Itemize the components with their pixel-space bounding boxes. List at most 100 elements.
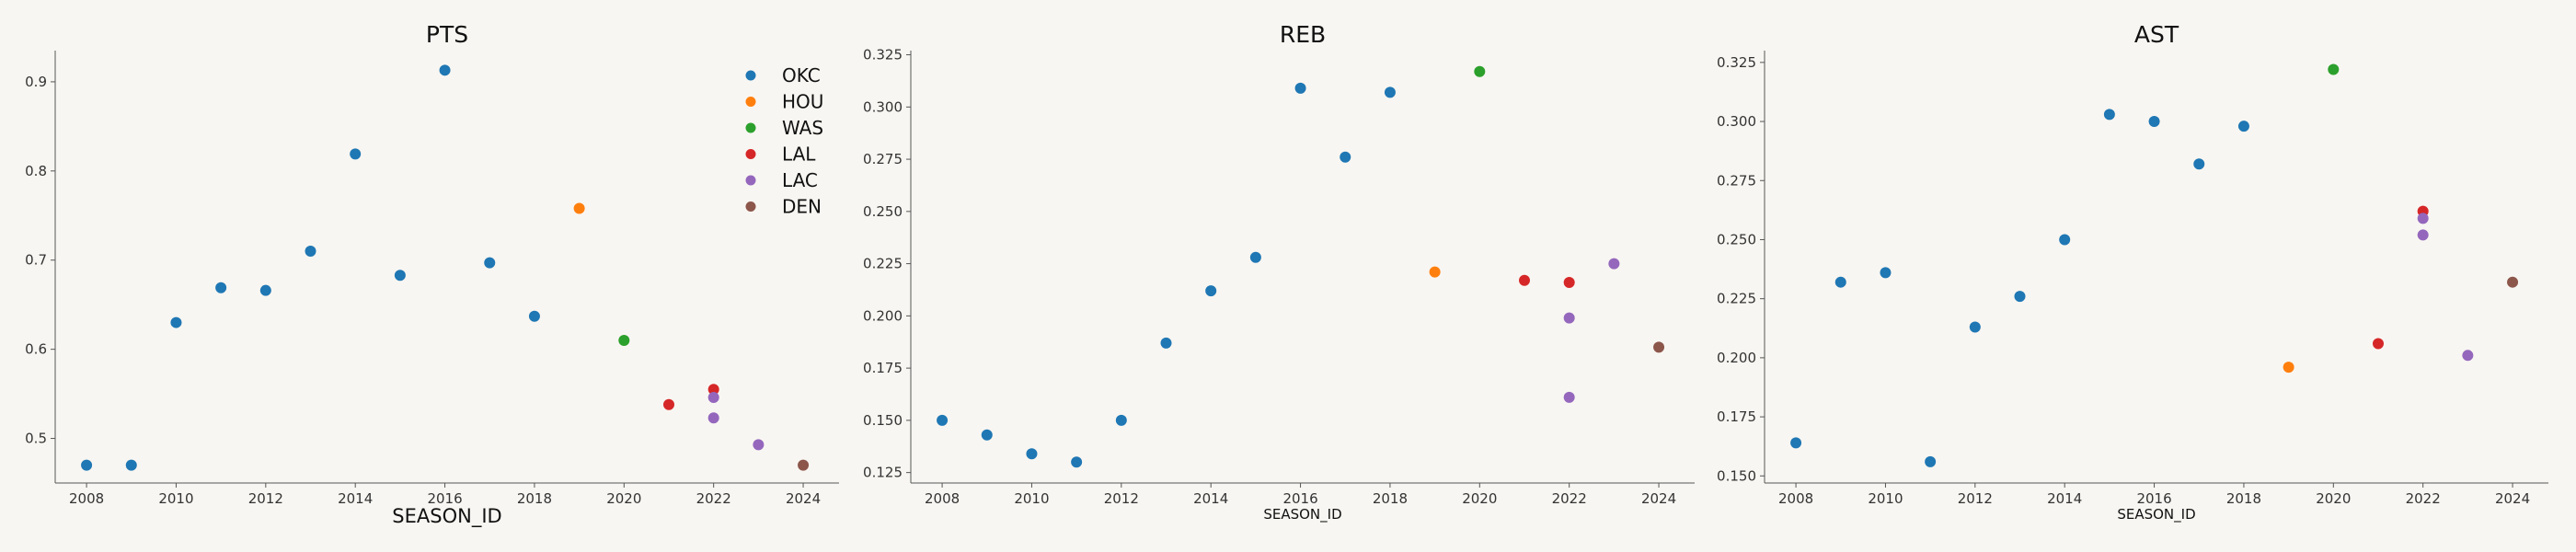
y-tick-label: 0.225 — [863, 256, 903, 272]
legend-label-lal: LAL — [782, 144, 816, 166]
x-tick-label: 2020 — [1462, 490, 1497, 507]
point-okc — [1925, 455, 1937, 467]
x-tick-label: 2024 — [2495, 490, 2530, 507]
point-hou — [2283, 362, 2294, 374]
y-tick-label: 0.175 — [863, 360, 903, 376]
point-okc — [2148, 116, 2160, 128]
chart-title: PTS — [426, 21, 468, 48]
chart-panel-pts: PTS 2008 2010 2012 2014 2016 2018 2020 2022 2024 0… — [25, 21, 839, 528]
point-okc — [81, 459, 93, 471]
point-hou — [1429, 266, 1441, 278]
point-den — [1653, 341, 1665, 353]
legend-label-was: WAS — [782, 117, 823, 139]
x-tick-label: 2016 — [2136, 490, 2171, 507]
x-axis-label: SEASON_ID — [2117, 506, 2195, 523]
point-lal — [2372, 338, 2384, 350]
point-okc — [937, 414, 949, 426]
point-okc — [1026, 448, 1038, 460]
y-tick-label: 0.325 — [863, 47, 903, 63]
point-lac — [707, 391, 719, 403]
point-okc — [1249, 251, 1261, 263]
point-okc — [439, 64, 451, 76]
x-tick-label: 2008 — [69, 490, 104, 507]
point-okc — [170, 316, 182, 328]
point-okc — [1294, 82, 1306, 94]
point-okc — [2014, 291, 2026, 303]
point-den — [2507, 276, 2519, 288]
legend: OKC HOU WAS LAL LAC DEN — [745, 64, 823, 218]
point-lac — [753, 439, 765, 451]
point-okc — [1071, 456, 1083, 468]
x-tick-label: 2012 — [248, 490, 283, 507]
x-tick-label: 2022 — [2406, 490, 2441, 507]
x-tick-label: 2018 — [1373, 490, 1408, 507]
point-okc — [1969, 321, 1981, 333]
point-okc — [259, 284, 271, 296]
x-tick-label: 2008 — [1778, 490, 1813, 507]
y-tick-label: 0.200 — [1717, 350, 1756, 366]
x-tick-label: 2014 — [338, 490, 373, 507]
x-tick-label: 2018 — [2226, 490, 2261, 507]
point-hou — [573, 202, 585, 214]
x-tick-label: 2018 — [517, 490, 552, 507]
x-tick-label: 2014 — [1193, 490, 1228, 507]
x-tick-label: 2016 — [1282, 490, 1317, 507]
point-was — [1474, 65, 1486, 77]
point-okc — [1880, 267, 1892, 279]
x-tick-label: 2020 — [2316, 490, 2351, 507]
x-tick-label: 2012 — [1958, 490, 1993, 507]
x-axis-label: SEASON_ID — [1263, 506, 1341, 523]
point-lal — [662, 398, 674, 410]
point-okc — [125, 459, 137, 471]
x-tick-label: 2010 — [1868, 490, 1903, 507]
x-tick-label: 2022 — [1552, 490, 1587, 507]
point-was — [2328, 63, 2340, 75]
point-lac — [1608, 258, 1620, 270]
point-okc — [2237, 121, 2249, 132]
point-okc — [2103, 109, 2115, 121]
x-tick-label: 2008 — [925, 490, 960, 507]
y-tick-label: 0.275 — [863, 151, 903, 167]
x-tick-label: 2024 — [1641, 490, 1676, 507]
x-tick-label: 2022 — [696, 490, 731, 507]
legend-label-hou: HOU — [782, 91, 823, 113]
point-okc — [528, 310, 540, 322]
point-okc — [1340, 151, 1351, 163]
y-tick-label: 0.225 — [1717, 291, 1756, 307]
y-tick-label: 0.5 — [25, 431, 47, 447]
chart-panel-reb: REB 2008 2010 2012 2014 2016 2018 2020 2022 2024 0… — [863, 21, 1695, 523]
point-okc — [484, 257, 496, 269]
x-tick-label: 2024 — [786, 490, 821, 507]
point-okc — [2059, 234, 2071, 246]
point-lac — [1563, 312, 1575, 324]
y-tick-label: 0.150 — [863, 412, 903, 429]
point-okc — [2193, 158, 2205, 170]
legend-marker-lal — [745, 149, 756, 159]
x-tick-label: 2014 — [2047, 490, 2082, 507]
x-tick-label: 2012 — [1104, 490, 1139, 507]
legend-marker-hou — [745, 97, 756, 107]
x-tick-label: 2016 — [427, 490, 462, 507]
point-lal — [707, 384, 719, 396]
point-lac — [2417, 229, 2429, 241]
point-okc — [350, 148, 362, 160]
point-lac — [1563, 391, 1575, 403]
y-tick-label: 0.300 — [863, 98, 903, 115]
legend-label-lac: LAC — [782, 169, 818, 191]
legend-label-okc: OKC — [782, 64, 821, 86]
point-okc — [1834, 276, 1846, 288]
point-okc — [305, 246, 316, 258]
y-tick-label: 0.250 — [863, 203, 903, 220]
y-tick-label: 0.200 — [863, 307, 903, 324]
chart-panel-ast: AST 2008 2010 2012 2014 2016 2018 2020 2022 2024 0… — [1717, 21, 2548, 523]
point-lal — [1563, 277, 1575, 289]
y-tick-label: 0.9 — [25, 74, 47, 90]
y-tick-label: 0.275 — [1717, 172, 1756, 189]
y-tick-label: 0.8 — [25, 163, 47, 179]
y-tick-label: 0.6 — [25, 341, 47, 358]
point-okc — [1205, 285, 1217, 297]
y-tick-label: 0.125 — [863, 465, 903, 481]
y-tick-label: 0.325 — [1717, 54, 1756, 71]
legend-marker-was — [745, 122, 756, 133]
